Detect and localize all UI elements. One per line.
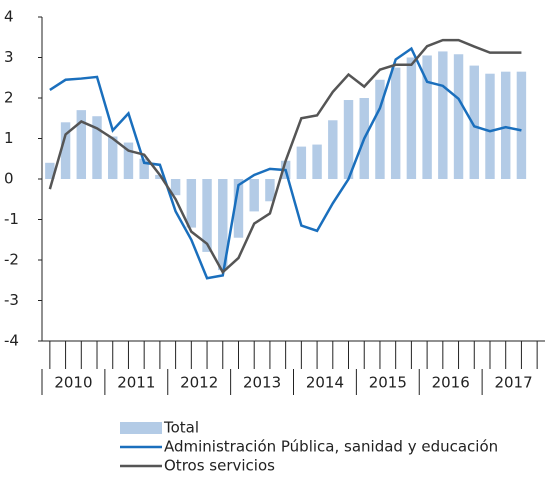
x-group-label: 2017 xyxy=(494,374,532,392)
bar xyxy=(108,136,118,179)
bar xyxy=(45,162,55,179)
bar xyxy=(438,51,448,179)
bar xyxy=(139,158,149,179)
bar xyxy=(233,179,244,238)
y-tick-label: 3 xyxy=(4,48,14,66)
bar xyxy=(123,142,134,179)
y-tick-label: 1 xyxy=(4,129,14,147)
bar xyxy=(375,79,385,179)
line xyxy=(49,46,522,280)
y-tick-label: 0 xyxy=(4,170,14,188)
line xyxy=(48,38,522,275)
bar xyxy=(312,144,322,179)
legend-label: Total xyxy=(163,419,199,437)
bar xyxy=(76,110,87,179)
y-tick-label: 2 xyxy=(4,89,14,107)
bar xyxy=(453,54,464,180)
bar xyxy=(422,55,432,179)
bar xyxy=(343,100,354,179)
bar xyxy=(500,71,511,179)
x-group-label: 2013 xyxy=(243,374,281,392)
bar xyxy=(92,116,102,179)
bar xyxy=(218,179,228,271)
bar xyxy=(202,179,212,252)
bar xyxy=(249,179,259,212)
x-group-label: 2011 xyxy=(117,374,155,392)
legend-label: Otros servicios xyxy=(164,457,275,475)
x-group-label: 2010 xyxy=(54,374,92,392)
bar xyxy=(265,179,275,202)
x-group-label: 2014 xyxy=(306,374,344,392)
y-tick-label: -4 xyxy=(4,332,19,350)
bar xyxy=(485,73,495,179)
y-tick-label: -3 xyxy=(4,291,19,309)
bar xyxy=(328,120,338,179)
x-group-label: 2016 xyxy=(432,374,470,392)
y-tick-label: 4 xyxy=(4,8,14,26)
bar xyxy=(296,146,307,179)
bar xyxy=(170,179,181,196)
x-group-label: 2015 xyxy=(369,374,407,392)
x-group-label: 2012 xyxy=(180,374,218,392)
bar xyxy=(406,57,417,179)
legend-swatch xyxy=(120,422,162,434)
bar xyxy=(469,65,479,179)
y-tick-label: -1 xyxy=(4,210,19,228)
legend-label: Administración Pública, sanidad y educac… xyxy=(164,438,498,456)
bar xyxy=(516,71,527,179)
bar xyxy=(60,122,71,179)
bar xyxy=(390,67,401,179)
bar xyxy=(186,179,197,228)
y-tick-label: -2 xyxy=(4,251,19,269)
